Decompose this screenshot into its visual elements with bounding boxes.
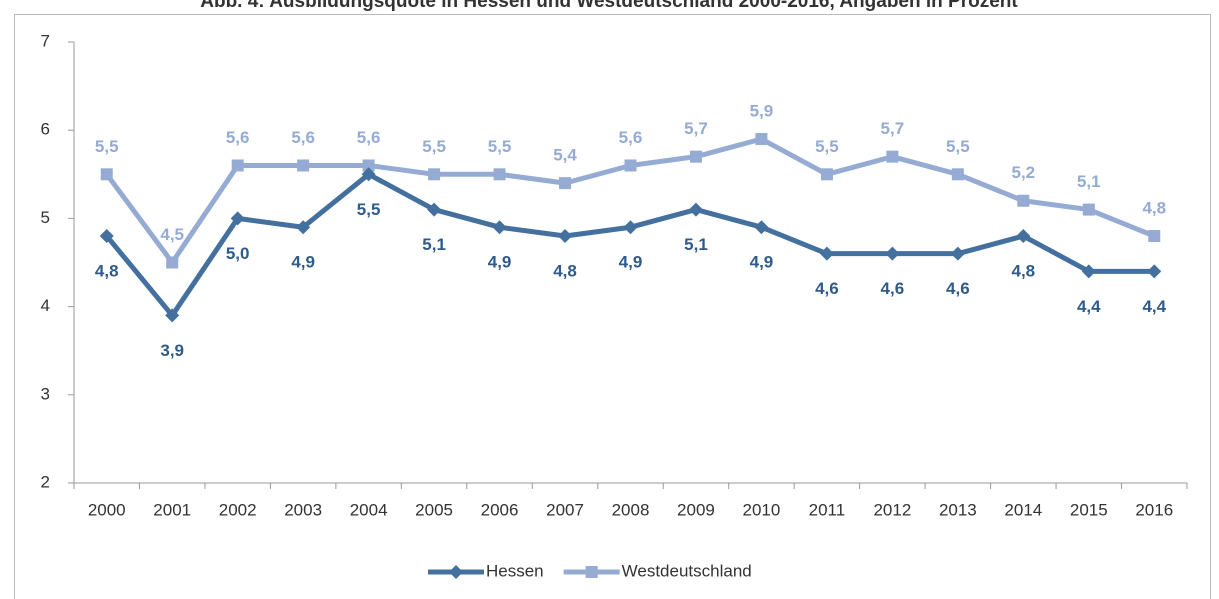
data-label: 5,1 (1077, 172, 1101, 191)
data-label: 5,6 (619, 128, 643, 147)
data-label: 4,6 (881, 279, 905, 298)
data-label: 4,8 (1142, 199, 1166, 218)
x-tick-label: 2006 (481, 500, 519, 519)
data-label: 5,5 (357, 200, 381, 219)
series-line (104, 171, 1155, 318)
data-label: 3,9 (160, 341, 184, 360)
point (1081, 264, 1096, 279)
point (231, 159, 244, 172)
data-label: 5,7 (684, 119, 708, 138)
x-tick-label: 2015 (1070, 500, 1108, 519)
data-label: 5,0 (226, 244, 250, 263)
point (755, 133, 768, 146)
point (165, 308, 180, 323)
legend-marker (585, 566, 598, 578)
point (1147, 264, 1162, 279)
point (230, 211, 245, 226)
point (493, 168, 506, 181)
legend-label: Hessen (486, 561, 544, 580)
chart-frame (14, 14, 1211, 599)
data-label: 5,4 (553, 146, 577, 165)
data-label: 5,6 (357, 128, 381, 147)
point (885, 246, 900, 261)
data-label: 5,1 (422, 235, 446, 254)
y-tick-label: 6 (41, 120, 50, 139)
data-label: 5,5 (95, 137, 119, 156)
data-label: 4,4 (1077, 297, 1101, 316)
x-tick-label: 2001 (153, 500, 191, 519)
data-label: 4,6 (815, 279, 839, 298)
data-label: 4,6 (946, 279, 970, 298)
y-tick-label: 2 (41, 472, 50, 491)
x-tick-label: 2002 (219, 500, 257, 519)
data-label: 5,6 (291, 128, 315, 147)
point (297, 159, 310, 172)
x-tick-label: 2012 (873, 500, 911, 519)
data-label: 4,9 (488, 253, 512, 272)
point (166, 256, 179, 269)
data-label: 4,4 (1142, 297, 1166, 316)
y-tick-label: 7 (41, 31, 50, 50)
point (428, 168, 441, 181)
point (624, 159, 637, 172)
y-tick-label: 4 (41, 296, 50, 315)
x-tick-label: 2011 (809, 500, 846, 519)
data-label: 5,9 (750, 102, 774, 121)
point (99, 229, 114, 244)
legend-label: Westdeutschland (622, 561, 752, 580)
point (361, 167, 376, 182)
data-label: 5,5 (488, 137, 512, 156)
point (492, 220, 507, 235)
data-label: 4,9 (750, 253, 774, 272)
point (754, 220, 769, 235)
y-tick-label: 5 (41, 208, 50, 227)
x-tick-label: 2016 (1135, 500, 1173, 519)
data-label: 4,9 (619, 253, 643, 272)
x-tick-label: 2004 (350, 500, 388, 519)
x-tick-label: 2000 (88, 500, 126, 519)
x-tick-label: 2005 (415, 500, 453, 519)
point (886, 150, 899, 163)
point (688, 202, 703, 217)
point (296, 220, 311, 235)
data-label: 5,1 (684, 235, 708, 254)
point (1148, 230, 1161, 243)
x-tick-label: 2010 (743, 500, 781, 519)
data-label: 4,5 (160, 225, 184, 244)
point (362, 159, 375, 172)
point (950, 246, 965, 261)
data-label: 4,8 (553, 262, 577, 281)
point (951, 168, 964, 181)
point (819, 246, 834, 261)
x-tick-label: 2009 (677, 500, 715, 519)
data-label: 4,8 (95, 262, 119, 281)
point (689, 150, 702, 163)
point (1082, 203, 1095, 216)
y-tick-label: 3 (41, 384, 50, 403)
point (623, 220, 638, 235)
legend-marker (449, 565, 463, 579)
point (1016, 229, 1031, 244)
x-tick-label: 2007 (546, 500, 584, 519)
x-tick-label: 2013 (939, 500, 977, 519)
point (559, 177, 572, 190)
point (1017, 194, 1030, 207)
x-tick-label: 2003 (284, 500, 322, 519)
point (100, 168, 113, 181)
data-label: 5,5 (815, 137, 839, 156)
data-label: 5,6 (226, 128, 250, 147)
data-label: 4,8 (1012, 262, 1036, 281)
point (820, 168, 833, 181)
point (427, 202, 442, 217)
data-label: 5,2 (1012, 163, 1036, 182)
data-label: 5,7 (881, 119, 905, 138)
data-label: 4,9 (291, 253, 315, 272)
data-label: 5,5 (422, 137, 446, 156)
point (558, 229, 573, 244)
x-tick-label: 2014 (1004, 500, 1042, 519)
data-label: 5,5 (946, 137, 970, 156)
x-tick-label: 2008 (612, 500, 650, 519)
chart-title: Abb. 4: Ausbildungsquote in Hessen und W… (200, 0, 1018, 12)
